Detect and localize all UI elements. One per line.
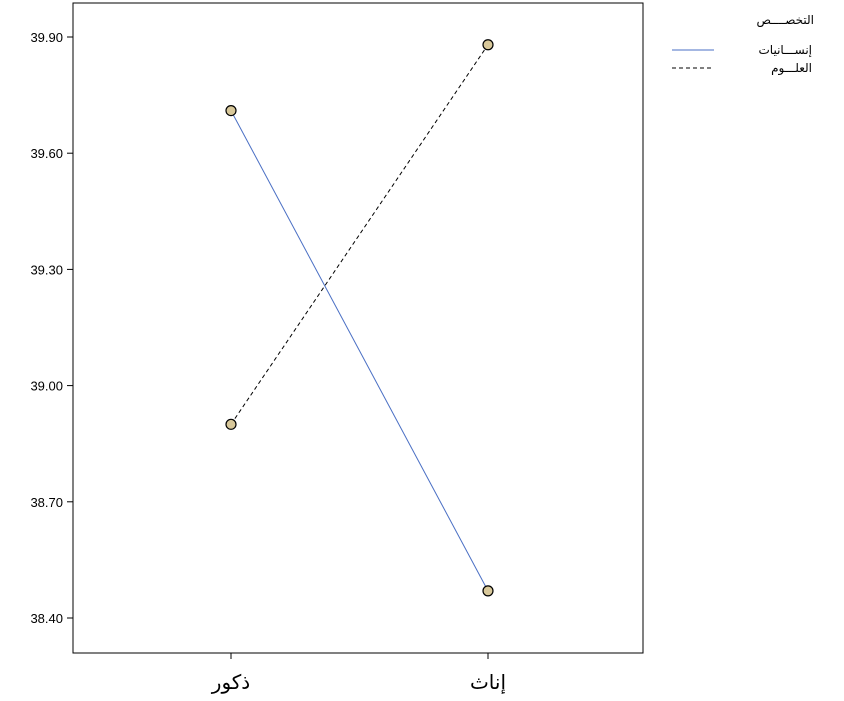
legend-label-0: إنســـانيات xyxy=(759,43,813,57)
data-point xyxy=(482,585,494,597)
y-tick-label: 39.00 xyxy=(30,379,63,394)
data-point xyxy=(482,39,494,51)
x-category-label: إناث xyxy=(470,670,506,695)
y-tick-label: 38.40 xyxy=(30,611,63,626)
plot-frame xyxy=(72,2,644,654)
y-axis: 38.40 38.70 39.00 39.30 39.60 39.90 xyxy=(30,30,73,626)
y-tick-label: 38.70 xyxy=(30,495,63,510)
legend-title: التخصــــص xyxy=(756,13,814,28)
x-category-label: ذكور xyxy=(211,670,250,694)
series-layer xyxy=(225,39,494,597)
y-tick-label: 39.30 xyxy=(30,262,63,277)
series-line-0 xyxy=(230,110,489,592)
x-axis: ذكور إناث xyxy=(211,653,506,695)
legend-label-1: العلـــوم xyxy=(771,61,812,76)
data-point xyxy=(225,104,237,117)
y-tick-label: 39.60 xyxy=(30,146,63,161)
y-tick-label: 39.90 xyxy=(30,30,63,45)
legend: التخصــــص إنســـانيات العلـــوم xyxy=(672,13,814,76)
data-point xyxy=(225,418,237,430)
